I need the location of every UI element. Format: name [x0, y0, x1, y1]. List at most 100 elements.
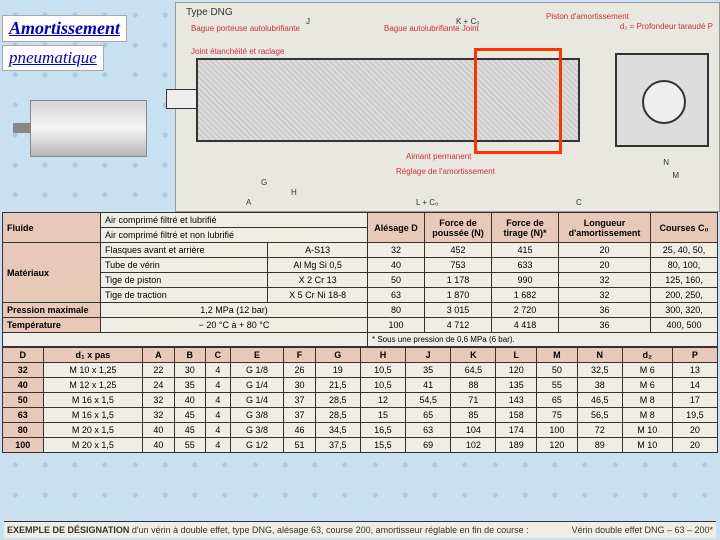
- dims-cell: 37,5: [315, 438, 360, 453]
- dims-cell: 20: [672, 438, 717, 453]
- dims-cell: 158: [496, 408, 537, 423]
- dims-cell: 104: [451, 423, 496, 438]
- dims-cell: 45: [174, 408, 205, 423]
- dims-header: L: [496, 348, 537, 363]
- dims-cell: 41: [406, 378, 451, 393]
- highlight-box: [474, 48, 562, 154]
- dims-header: F: [284, 348, 315, 363]
- dims-header: M: [537, 348, 578, 363]
- ft-5: 4 418: [492, 318, 559, 333]
- mat-3-1: X 5 Cr Ni 18-8: [268, 288, 368, 303]
- fluide-row-0: Air comprimé filtré et lubrifié: [101, 213, 368, 228]
- dims-cell: M 10: [622, 438, 672, 453]
- dims-cell: 20: [672, 423, 717, 438]
- dims-cell: 65: [537, 393, 578, 408]
- dims-cell: 38: [577, 378, 622, 393]
- fp-5: 4 712: [425, 318, 492, 333]
- dims-cell: 46: [284, 423, 315, 438]
- dims-cell: 16,5: [360, 423, 405, 438]
- dims-header: H: [360, 348, 405, 363]
- dims-header: D: [3, 348, 44, 363]
- dims-cell: 28,5: [315, 393, 360, 408]
- label-bague-porteuse: Bague porteuse autolubrifiante: [191, 25, 300, 34]
- la-1: 20: [559, 258, 651, 273]
- dims-cell: 65: [406, 408, 451, 423]
- label-d2-prof: d₂ = Profondeur taraudé P: [620, 23, 713, 32]
- hdr-temperature: Température: [3, 318, 101, 333]
- dims-cell: 13: [672, 363, 717, 378]
- pression-val: 1,2 MPa (12 bar): [101, 303, 368, 318]
- mat-2-1: X 2 Cr 13: [268, 273, 368, 288]
- dims-cell: 4: [205, 408, 230, 423]
- footer-designation: Vérin double effet DNG – 63 – 200*: [572, 525, 713, 535]
- dims-header: d₂: [622, 348, 672, 363]
- dims-cell: G 1/8: [230, 363, 283, 378]
- dims-cell: 35: [174, 378, 205, 393]
- mat-2-0: Tige de piston: [101, 273, 268, 288]
- dims-row: 100M 20 x 1,540554G 1/25137,515,56910218…: [3, 438, 718, 453]
- dims-cell: M 8: [622, 393, 672, 408]
- dims-cell: 32: [143, 393, 174, 408]
- c0-3: 200, 250,: [651, 288, 718, 303]
- type-label: Type DNG: [186, 7, 233, 18]
- dims-cell: 19: [315, 363, 360, 378]
- la-2: 32: [559, 273, 651, 288]
- dims-cell: 55: [174, 438, 205, 453]
- dim-g: G: [261, 178, 267, 187]
- dims-cell: 88: [451, 378, 496, 393]
- title-pneumatique: pneumatique: [2, 45, 104, 71]
- la-3: 32: [559, 288, 651, 303]
- dims-cell: 40: [174, 393, 205, 408]
- fp-1: 753: [425, 258, 492, 273]
- dims-cell: 71: [451, 393, 496, 408]
- dims-cell: 174: [496, 423, 537, 438]
- ft-3: 1 682: [492, 288, 559, 303]
- technical-drawing: Type DNG Bague porteuse autolubrifiante …: [175, 2, 720, 212]
- dims-header: B: [174, 348, 205, 363]
- la-5: 36: [559, 318, 651, 333]
- dims-cell: G 3/8: [230, 423, 283, 438]
- dims-cell: 69: [406, 438, 451, 453]
- dims-cell: 30: [284, 378, 315, 393]
- dims-cell: 22: [143, 363, 174, 378]
- dims-header: A: [143, 348, 174, 363]
- d-2: 50: [368, 273, 425, 288]
- dims-cell: M 16 x 1,5: [43, 393, 143, 408]
- dims-cell: 89: [577, 438, 622, 453]
- hdr-alesage: Alésage D: [368, 213, 425, 243]
- dims-cell: M 8: [622, 408, 672, 423]
- dims-cell: 46,5: [577, 393, 622, 408]
- drawing-rod: [166, 89, 198, 109]
- dims-cell: 10,5: [360, 363, 405, 378]
- label-reglage: Réglage de l'amortissement: [396, 168, 495, 177]
- d-0: 32: [368, 243, 425, 258]
- dims-cell: M 6: [622, 378, 672, 393]
- dims-cell: M 12 x 1,25: [43, 378, 143, 393]
- dims-cell: 135: [496, 378, 537, 393]
- dims-cell: 15,5: [360, 438, 405, 453]
- dims-header: J: [406, 348, 451, 363]
- dims-cell: 24: [143, 378, 174, 393]
- dims-cell: 102: [451, 438, 496, 453]
- label-aimant: Aimant permanent: [406, 153, 471, 162]
- dims-cell: 4: [205, 393, 230, 408]
- dims-cell: M 10 x 1,25: [43, 363, 143, 378]
- dims-cell: 50: [537, 363, 578, 378]
- d-4: 80: [368, 303, 425, 318]
- dims-cell: 12: [360, 393, 405, 408]
- dims-cell: 40: [3, 378, 44, 393]
- d-5: 100: [368, 318, 425, 333]
- dims-cell: 30: [174, 363, 205, 378]
- dims-cell: 37: [284, 393, 315, 408]
- temperature-val: − 20 °C à + 80 °C: [101, 318, 368, 333]
- mat-0-0: Flasques avant et arrière: [101, 243, 268, 258]
- dims-cell: 28,5: [315, 408, 360, 423]
- dims-cell: 85: [451, 408, 496, 423]
- dims-cell: 55: [537, 378, 578, 393]
- dims-cell: 34,5: [315, 423, 360, 438]
- dims-header: E: [230, 348, 283, 363]
- dims-cell: 45: [174, 423, 205, 438]
- ft-4: 2 720: [492, 303, 559, 318]
- dims-cell: G 1/4: [230, 378, 283, 393]
- label-piston-amort: Piston d'amortissement: [546, 13, 629, 22]
